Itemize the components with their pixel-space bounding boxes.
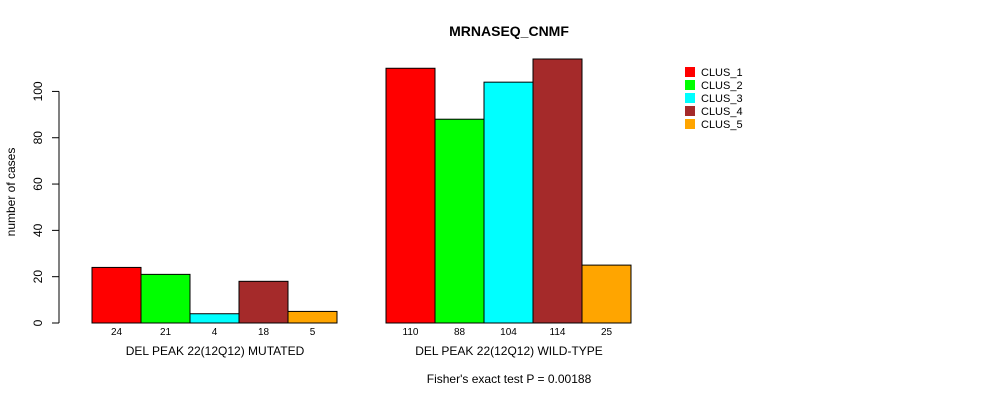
legend-swatch-clus-2	[685, 80, 695, 90]
legend-swatch-clus-5	[685, 119, 695, 129]
bar-clus-2-group-1	[434, 118, 485, 324]
fisher-test-footnote: Fisher's exact test P = 0.00188	[427, 372, 592, 386]
bar-value-label: 104	[500, 327, 517, 338]
legend-label-clus-3: CLUS_3	[701, 93, 743, 105]
y-tick-label-40: 40	[31, 223, 45, 237]
y-tick-label-100: 100	[31, 81, 45, 101]
y-tick-label-60: 60	[31, 177, 45, 191]
bar-value-label: 24	[111, 327, 123, 338]
legend-label-clus-4: CLUS_4	[701, 106, 743, 118]
bar-clus-5-group-0	[287, 310, 338, 324]
y-tick-label-0: 0	[31, 319, 45, 326]
bar-value-label: 18	[258, 327, 270, 338]
y-axis: 0 20 40 60 80 100	[31, 81, 60, 326]
bar-clus-3-group-0	[189, 313, 240, 324]
legend-label-clus-5: CLUS_5	[701, 119, 743, 131]
bar-clus-2-group-0	[140, 273, 191, 324]
bar-labels: 24 21 4 18 5 110 88 104 114 25	[111, 327, 613, 338]
bar-clus-4-group-0	[238, 280, 289, 324]
bar-clus-1-group-0	[91, 266, 142, 324]
legend-swatch-clus-1	[685, 67, 695, 77]
bar-clus-3-group-1	[483, 81, 534, 324]
bar-value-label: 114	[550, 327, 566, 338]
bar-value-label: 110	[403, 327, 419, 338]
bars	[91, 58, 632, 324]
bar-value-label: 4	[212, 327, 218, 338]
y-tick-label-80: 80	[31, 131, 45, 145]
bar-value-label: 25	[601, 327, 613, 338]
legend-label-clus-2: CLUS_2	[701, 80, 743, 92]
bar-clus-1-group-1	[385, 67, 436, 324]
legend-label-clus-1: CLUS_1	[701, 67, 743, 79]
group-label-mutated: DEL PEAK 22(12Q12) MUTATED	[126, 344, 305, 358]
y-axis-label: number of cases	[4, 148, 18, 237]
y-tick-label-20: 20	[31, 270, 45, 284]
bar-value-label: 21	[160, 327, 172, 338]
chart-title: MRNASEQ_CNMF	[449, 23, 569, 39]
legend-swatch-clus-4	[685, 106, 695, 116]
legend-swatch-clus-3	[685, 93, 695, 103]
bar-clus-5-group-1	[581, 264, 632, 324]
bar-value-label: 88	[454, 327, 466, 338]
bar-value-label: 5	[310, 327, 316, 338]
group-label-wild-type: DEL PEAK 22(12Q12) WILD-TYPE	[415, 344, 603, 358]
bar-clus-4-group-1	[532, 58, 583, 324]
